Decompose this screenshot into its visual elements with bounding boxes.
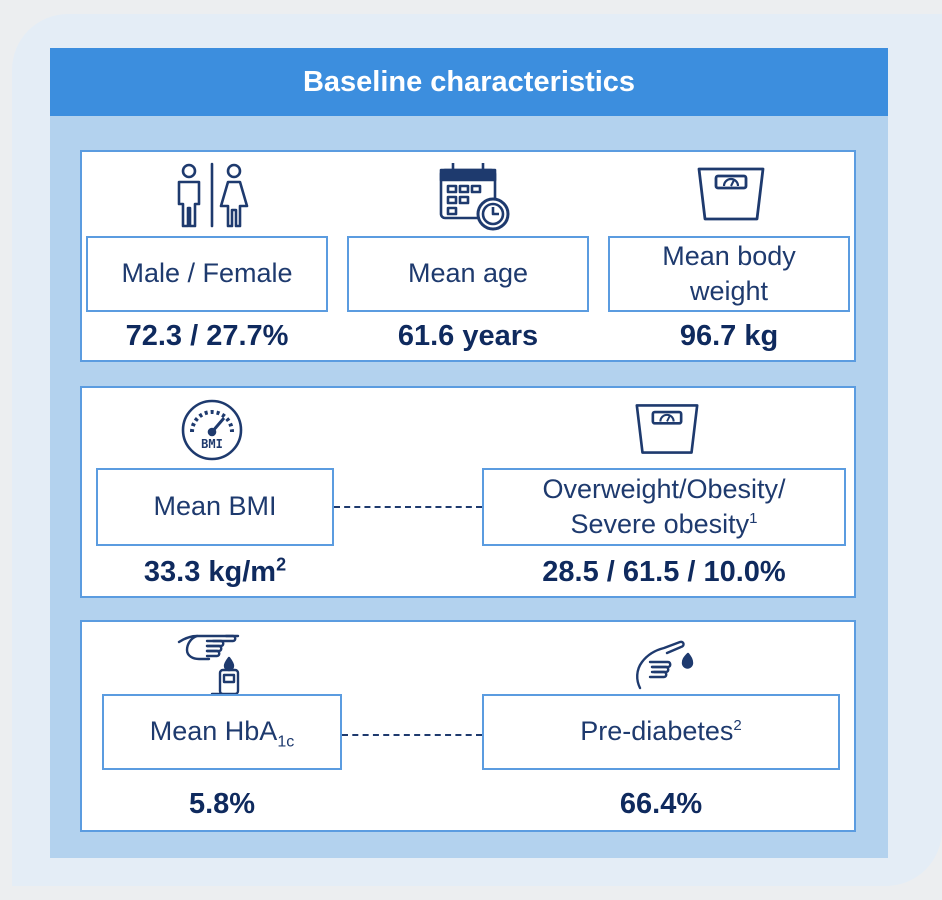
hba1c-subscript: 1c	[277, 733, 295, 751]
male-female-icon	[170, 162, 254, 228]
bmi-label: Mean BMI	[96, 468, 334, 546]
footnote-2: 2	[733, 717, 742, 735]
sex-label: Male / Female	[86, 236, 328, 312]
obesity-label-text: Severe obesity	[570, 509, 750, 539]
bmi-value-sup: 2	[276, 554, 287, 575]
demographics-section: Male / Female Mean age Mean body weight …	[80, 150, 856, 362]
calendar-clock-icon	[437, 160, 511, 232]
obesity-label-line1: Overweight/Obesity/	[542, 473, 786, 504]
scale-icon	[696, 166, 766, 222]
glucose-meter-icon	[176, 628, 250, 696]
bmi-value: 33.3 kg/m2	[96, 554, 334, 589]
prediabetes-value: 66.4%	[619, 788, 703, 820]
weight-value: 96.7 kg	[679, 320, 779, 352]
obesity-label: Overweight/Obesity/ Severe obesity1	[482, 468, 846, 546]
connector-line	[342, 734, 482, 736]
baseline-panel: Baseline characteristics	[50, 48, 888, 858]
hba1c-label-text: Mean HbA	[149, 716, 278, 747]
footnote-1: 1	[749, 510, 758, 527]
prediabetes-label-text: Pre-diabetes	[580, 716, 734, 747]
hba1c-label: Mean HbA1c	[102, 694, 342, 770]
bmi-icon-text: BMI	[201, 437, 223, 451]
prediabetes-label: Pre-diabetes2	[482, 694, 840, 770]
age-value: 61.6 years	[397, 320, 539, 352]
bmi-value-text: 33.3 kg/m	[143, 556, 277, 588]
bmi-section: BMI Mean BMI Overweight/Obesity/ Severe …	[80, 386, 856, 598]
bmi-gauge-icon: BMI	[180, 398, 244, 462]
sex-value: 72.3 / 27.7%	[125, 320, 289, 352]
hba1c-value: 5.8%	[188, 788, 256, 820]
glycemic-section: Mean HbA1c Pre-diabetes2 5.8% 66.4%	[80, 620, 856, 832]
finger-blood-drop-icon	[632, 632, 698, 692]
weight-label: Mean body weight	[608, 236, 850, 312]
age-label: Mean age	[347, 236, 589, 312]
scale-icon	[634, 402, 700, 456]
obesity-value: 28.5 / 61.5 / 10.0%	[542, 556, 786, 588]
panel-title: Baseline characteristics	[50, 48, 888, 116]
obesity-label-line2: Severe obesity1	[571, 507, 758, 542]
connector-line	[334, 506, 482, 508]
